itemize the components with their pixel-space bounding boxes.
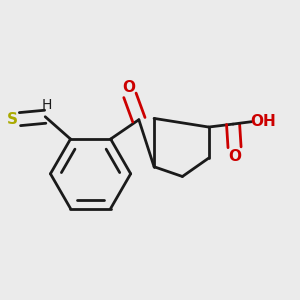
Text: O: O [228,149,241,164]
Text: H: H [41,98,52,112]
Text: O: O [122,80,135,94]
Text: OH: OH [250,114,276,129]
Text: S: S [7,112,18,127]
